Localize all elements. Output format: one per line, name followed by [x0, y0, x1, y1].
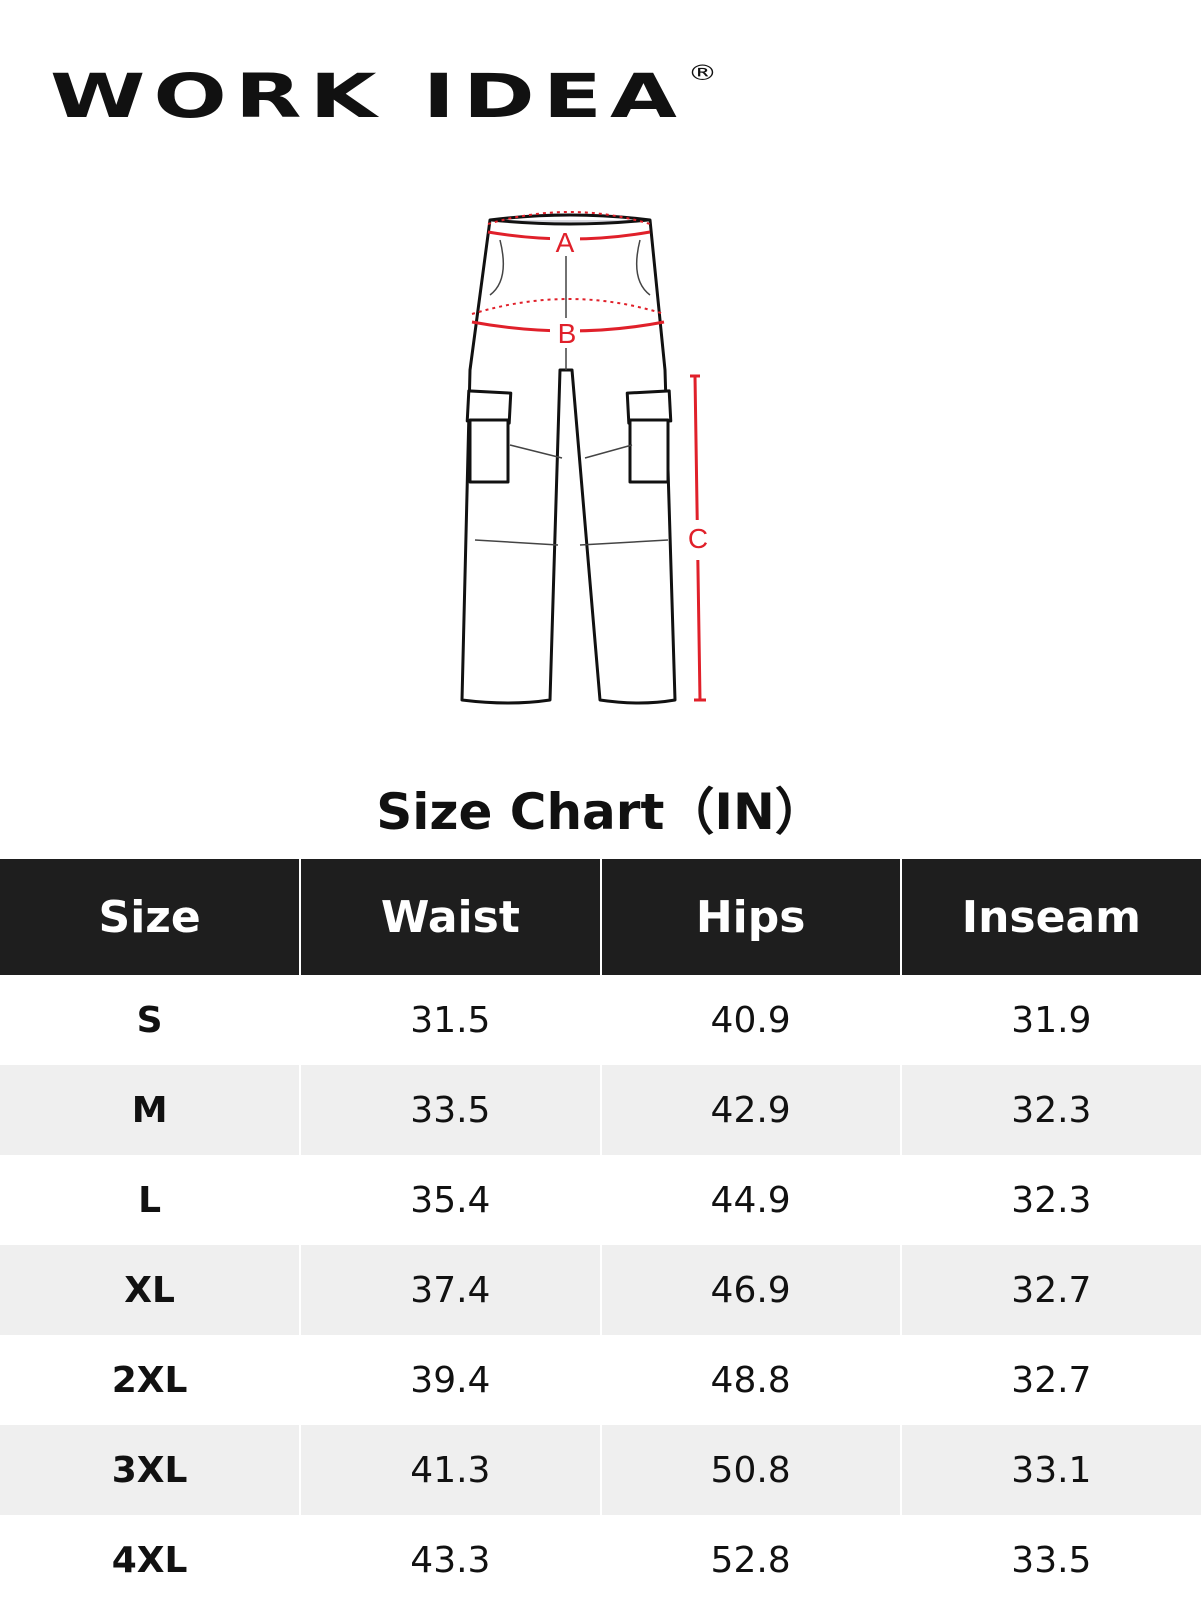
size-chart-title: Size Chart（IN）: [376, 783, 825, 841]
header-waist: Waist: [299, 859, 601, 975]
cell-waist: 43.3: [299, 1515, 601, 1605]
brand-name: WORK IDEA: [50, 62, 685, 133]
cell-size: L: [138, 1179, 162, 1221]
cell-inseam: 33.1: [899, 1425, 1201, 1515]
cell-inseam: 33.5: [899, 1515, 1201, 1605]
table-row: 3XL 41.3 50.8 33.1: [0, 1425, 1201, 1515]
cell-inseam: 31.9: [899, 975, 1201, 1065]
label-c: C: [688, 523, 708, 554]
registered-mark: ®: [687, 62, 718, 86]
cell-hips: 46.9: [599, 1245, 901, 1335]
header-inseam: Inseam: [899, 859, 1201, 975]
table-row: S 31.5 40.9 31.9: [0, 975, 1201, 1065]
table-row: M 33.5 42.9 32.3: [0, 1065, 1201, 1155]
table-row: 2XL 39.4 48.8 32.7: [0, 1335, 1201, 1425]
cell-inseam: 32.3: [899, 1155, 1201, 1245]
table-row: L 35.4 44.9 32.3: [0, 1155, 1201, 1245]
cell-hips: 52.8: [599, 1515, 901, 1605]
table-row: 4XL 43.3 52.8 33.5: [0, 1515, 1201, 1605]
cell-hips: 48.8: [599, 1335, 901, 1425]
cell-size: M: [0, 1065, 301, 1155]
cell-waist: 35.4: [299, 1155, 601, 1245]
cell-size: XL: [0, 1245, 301, 1335]
cell-size: 3XL: [0, 1425, 301, 1515]
brand-logo: WORK IDEA ®: [50, 62, 717, 132]
header-size: Size: [0, 859, 301, 975]
cell-hips: 42.9: [599, 1065, 901, 1155]
cell-hips: 44.9: [599, 1155, 901, 1245]
cell-inseam: 32.7: [899, 1335, 1201, 1425]
cell-waist: 39.4: [299, 1335, 601, 1425]
size-table: Size Waist Hips Inseam S 31.5 40.9 31.9 M 33.…: [0, 859, 1201, 1605]
table-row: XL 37.4 46.9 32.7: [0, 1245, 1201, 1335]
cell-size: 4XL: [111, 1539, 188, 1581]
cell-waist: 41.3: [299, 1425, 601, 1515]
label-a: A: [556, 227, 575, 258]
cell-hips: 50.8: [599, 1425, 901, 1515]
label-b: B: [558, 318, 577, 349]
cell-size: 2XL: [111, 1359, 188, 1401]
cell-waist: 31.5: [299, 975, 601, 1065]
header-hips: Hips: [599, 859, 901, 975]
cell-inseam: 32.7: [899, 1245, 1201, 1335]
cell-size: S: [136, 999, 163, 1041]
pants-measurement-diagram: A B C: [460, 211, 714, 705]
cell-hips: 40.9: [599, 975, 901, 1065]
cell-waist: 33.5: [299, 1065, 601, 1155]
cell-waist: 37.4: [299, 1245, 601, 1335]
table-header-row: Size Waist Hips Inseam: [0, 859, 1201, 975]
cell-inseam: 32.3: [899, 1065, 1201, 1155]
